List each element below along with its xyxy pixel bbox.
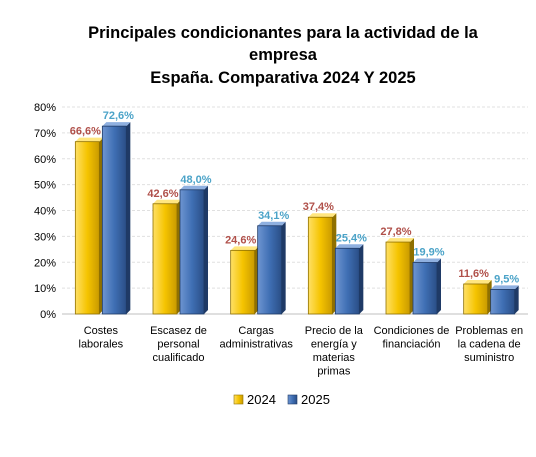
bar-top-2024 <box>153 199 181 204</box>
data-label-2024: 66,6% <box>70 126 101 138</box>
data-label-2025: 9,5% <box>494 273 519 285</box>
bar-2025 <box>490 289 516 315</box>
y-tick-label: 60% <box>34 154 56 166</box>
chart-title-line-1: Principales condicionantes para la activ… <box>88 24 479 42</box>
bar-top-2024 <box>386 238 414 243</box>
bar-top-2025 <box>257 221 286 226</box>
y-tick-label: 20% <box>34 257 56 269</box>
bar-side-2025 <box>437 258 441 314</box>
legend-label-2024: 2024 <box>247 392 276 407</box>
bar-2025 <box>334 247 360 315</box>
data-label-2024: 27,8% <box>380 226 411 238</box>
legend-swatch-2025 <box>287 394 298 405</box>
y-tick-label: 10% <box>34 283 56 295</box>
data-label-2025: 25,4% <box>336 232 367 244</box>
bar-side-2025 <box>204 185 208 314</box>
grid-lines <box>62 106 528 315</box>
data-labels: 66,6%72,6% 42,6%48,0% 24,6%34,1% 37,4% 25,4%… <box>70 110 520 285</box>
chart-title-line-2: empresa <box>249 46 318 64</box>
data-label-2025: 34,1% <box>258 210 289 222</box>
bar-top-2025 <box>413 258 441 263</box>
bar-2024 <box>463 283 489 315</box>
bar-top-2025 <box>490 285 519 290</box>
data-label-2025: 48,0% <box>180 174 211 186</box>
bar-2024 <box>230 249 256 315</box>
bar-top-2024 <box>75 137 104 142</box>
y-tick-label: 30% <box>34 231 56 243</box>
data-label-2024: 11,6% <box>458 268 489 280</box>
bar-2024 <box>152 203 178 315</box>
bar-side-2025 <box>359 244 364 314</box>
y-axis: 0% 10% 20% 30% 40% 50% 60% 70% 80% <box>34 102 56 321</box>
y-tick-label: 70% <box>34 128 56 140</box>
legend: 2024 2025 <box>233 392 330 407</box>
x-tick-label: Cargas administrativas <box>219 325 293 351</box>
bar-2025 <box>412 262 438 315</box>
y-tick-label: 50% <box>34 180 56 192</box>
legend-label-2025: 2025 <box>301 392 330 407</box>
bar-top-2025 <box>335 244 364 249</box>
bar-2025 <box>257 225 283 315</box>
bar-top-2024 <box>230 246 259 251</box>
data-label-2024: 37,4% <box>303 201 334 213</box>
bar-top-2024 <box>463 279 492 284</box>
x-axis: Costes laborales Escasez de personal cualifi… <box>79 325 524 378</box>
bar-side-2025 <box>514 285 519 314</box>
chart-title: Principales condicionantes para la activ… <box>88 24 479 87</box>
bar-2024 <box>74 141 100 315</box>
bar-2025 <box>179 189 205 315</box>
data-label-2024: 24,6% <box>225 234 256 246</box>
bar-side-2025 <box>281 221 286 314</box>
chart-title-line-3: España. Comparativa 2024 Y 2025 <box>150 69 415 87</box>
bar-top-2025 <box>180 185 208 190</box>
y-tick-label: 40% <box>34 206 56 218</box>
data-label-2025: 19,9% <box>413 247 444 259</box>
bar-top-2025 <box>102 122 131 127</box>
bar-2024 <box>385 241 411 315</box>
x-tick-label: Costes laborales <box>79 325 124 351</box>
legend-swatch-2024 <box>233 394 244 405</box>
bar-2024 <box>307 216 333 315</box>
x-tick-label: Precio de la energía y materias primas <box>305 325 364 378</box>
x-tick-label: Problemas en la cadena de suministro <box>455 325 523 364</box>
bar-side-2025 <box>126 122 131 315</box>
data-label-2025: 72,6% <box>103 110 134 122</box>
bar-2025 <box>101 125 127 315</box>
x-tick-label: Escasez de personal cualificado <box>150 325 207 364</box>
bar-top-2024 <box>308 213 337 218</box>
y-tick-label: 0% <box>40 309 56 321</box>
y-tick-label: 80% <box>34 102 56 114</box>
bars <box>74 122 519 315</box>
x-tick-label: Condiciones de financiación <box>374 325 450 351</box>
data-label-2024: 42,6% <box>147 188 178 200</box>
